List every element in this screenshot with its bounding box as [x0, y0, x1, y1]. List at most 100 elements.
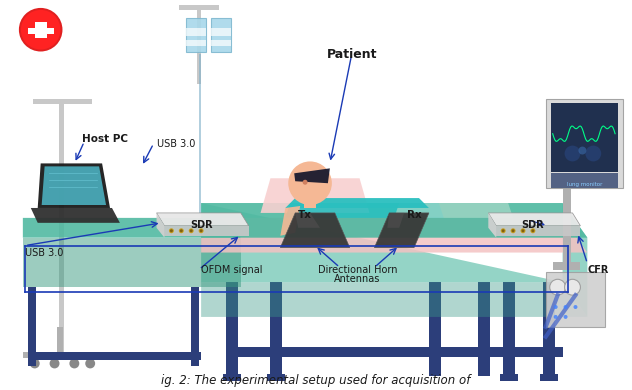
Circle shape [169, 228, 174, 233]
Polygon shape [157, 213, 164, 238]
Bar [226, 347, 562, 356]
Polygon shape [38, 163, 110, 208]
Circle shape [189, 228, 193, 233]
Circle shape [521, 229, 525, 232]
Text: Directional Horn: Directional Horn [318, 266, 398, 275]
Polygon shape [201, 203, 587, 238]
Polygon shape [387, 213, 404, 228]
Bar [191, 287, 199, 367]
Text: ig. 2: The experimental setup used for acquisition of: ig. 2: The experimental setup used for a… [161, 374, 471, 387]
Bar [550, 173, 618, 188]
Bar [33, 99, 92, 104]
Circle shape [564, 145, 580, 161]
Circle shape [564, 279, 580, 295]
Circle shape [85, 358, 95, 369]
Circle shape [170, 229, 173, 232]
Bar [553, 262, 580, 270]
Circle shape [573, 305, 578, 309]
Bar [226, 282, 238, 376]
Circle shape [49, 358, 59, 369]
Polygon shape [281, 206, 300, 236]
Bar [270, 282, 283, 376]
Text: OFDM signal: OFDM signal [201, 266, 263, 275]
Circle shape [554, 315, 557, 319]
Bar [186, 40, 206, 46]
Polygon shape [23, 238, 241, 287]
Bar [540, 374, 557, 381]
Bar [211, 28, 231, 35]
Bar [223, 374, 241, 381]
Bar [186, 28, 206, 35]
Circle shape [198, 228, 204, 233]
Bar [56, 327, 63, 356]
Circle shape [30, 358, 40, 369]
Polygon shape [31, 208, 120, 223]
Bar [179, 5, 219, 10]
Circle shape [190, 229, 193, 232]
Bar [267, 374, 285, 381]
Circle shape [511, 229, 514, 232]
Circle shape [521, 228, 525, 233]
Circle shape [19, 8, 63, 51]
Circle shape [21, 10, 61, 50]
Text: Rx: Rx [406, 210, 422, 220]
Polygon shape [42, 167, 106, 205]
Bar [28, 351, 201, 360]
Circle shape [585, 145, 601, 161]
Bar [186, 18, 206, 53]
Circle shape [578, 147, 586, 154]
Text: lung monitor: lung monitor [567, 182, 602, 187]
Bar [199, 55, 201, 213]
Polygon shape [285, 203, 444, 218]
Circle shape [180, 229, 183, 232]
Polygon shape [201, 282, 587, 317]
Circle shape [550, 279, 566, 295]
Polygon shape [201, 203, 587, 317]
Circle shape [501, 228, 506, 233]
Bar [28, 287, 36, 367]
Polygon shape [260, 178, 370, 213]
Polygon shape [295, 168, 330, 183]
Bar [35, 22, 47, 37]
Polygon shape [489, 213, 496, 238]
Bar [500, 374, 518, 381]
Polygon shape [201, 218, 587, 253]
Bar [562, 188, 571, 268]
Bar [503, 282, 515, 376]
Circle shape [70, 358, 79, 369]
Circle shape [554, 305, 557, 309]
Polygon shape [285, 198, 429, 208]
Polygon shape [281, 213, 349, 248]
Polygon shape [489, 213, 580, 226]
Bar [304, 200, 316, 208]
Circle shape [502, 229, 505, 232]
Bar [546, 99, 623, 188]
Circle shape [532, 229, 535, 232]
Bar [543, 282, 555, 376]
Polygon shape [164, 226, 248, 236]
Bar [211, 40, 231, 46]
Text: Tx: Tx [298, 210, 312, 220]
Bar [197, 5, 201, 84]
Polygon shape [394, 203, 513, 218]
Bar [59, 99, 64, 356]
Polygon shape [23, 218, 241, 238]
Bar [429, 282, 441, 376]
Circle shape [564, 315, 568, 319]
Text: USB 3.0: USB 3.0 [157, 139, 195, 149]
Text: Host PC: Host PC [82, 134, 128, 144]
Polygon shape [157, 213, 248, 226]
Circle shape [511, 228, 516, 233]
Bar [550, 103, 618, 172]
Circle shape [530, 228, 535, 233]
Polygon shape [295, 213, 320, 228]
Text: Antennas: Antennas [334, 274, 381, 284]
Bar [28, 28, 54, 34]
Text: Patient: Patient [326, 48, 377, 60]
Text: CFR: CFR [587, 266, 609, 275]
Bar [478, 282, 490, 376]
Polygon shape [496, 226, 580, 236]
Text: SDR: SDR [521, 220, 544, 230]
Circle shape [288, 161, 332, 205]
Circle shape [564, 305, 568, 309]
